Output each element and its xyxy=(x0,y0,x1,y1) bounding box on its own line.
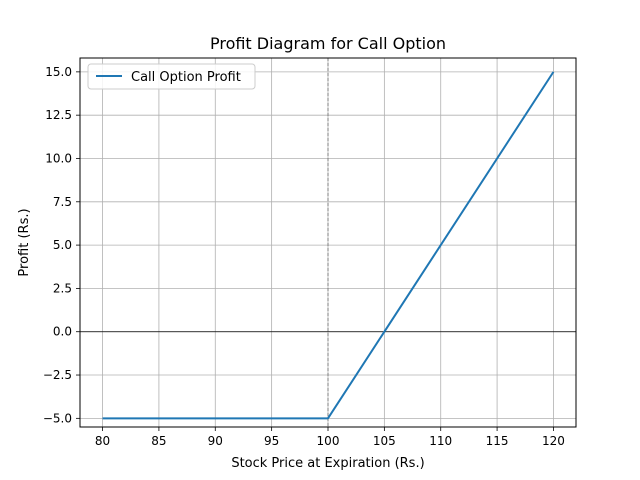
x-tick-label: 120 xyxy=(542,434,565,448)
series-line-call-option-profit xyxy=(102,71,555,420)
legend: Call Option Profit xyxy=(87,63,256,90)
legend-label: Call Option Profit xyxy=(131,70,241,85)
x-tick-label: 100 xyxy=(317,434,340,448)
x-tick-label: 80 xyxy=(95,434,110,448)
x-tick-label: 105 xyxy=(373,434,396,448)
y-tick-label: 12.5 xyxy=(45,108,72,122)
y-tick-label: 2.5 xyxy=(53,281,72,295)
x-tick-label: 90 xyxy=(208,434,223,448)
y-axis-label: Profit (Rs.) xyxy=(17,208,32,276)
y-tick-label: 0.0 xyxy=(53,325,72,339)
y-tick-label: −2.5 xyxy=(43,368,72,382)
x-tick-label: 85 xyxy=(151,434,166,448)
y-tick-label: −5.0 xyxy=(43,411,72,425)
x-tick-label: 115 xyxy=(486,434,509,448)
x-tick-label: 110 xyxy=(429,434,452,448)
y-tick-label: 10.0 xyxy=(45,151,72,165)
x-tick-label: 95 xyxy=(264,434,279,448)
x-axis-label: Stock Price at Expiration (Rs.) xyxy=(231,456,424,471)
reference-lines xyxy=(80,58,576,427)
series-layer xyxy=(102,71,555,420)
legend-box xyxy=(87,63,256,90)
axis-ticks: 80 85 90 95 100 105 110 115 120 −5.0 −2.5 0.0 2.5 5.0… xyxy=(43,65,565,448)
y-tick-label: 5.0 xyxy=(53,238,72,252)
y-tick-label: 7.5 xyxy=(53,195,72,209)
chart-title: Profit Diagram for Call Option xyxy=(210,34,446,53)
y-tick-label: 15.0 xyxy=(45,65,72,79)
